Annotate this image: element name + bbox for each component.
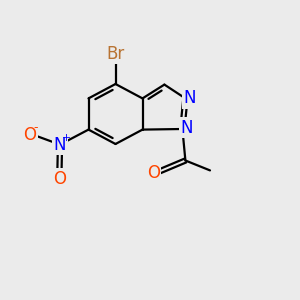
Text: +: + (62, 133, 71, 143)
Text: N: N (180, 119, 193, 137)
Text: N: N (54, 136, 66, 154)
Text: Br: Br (106, 45, 124, 63)
Text: O: O (53, 170, 66, 188)
Text: N: N (183, 89, 196, 107)
Text: O: O (23, 126, 37, 144)
Text: -: - (34, 121, 38, 134)
Text: O: O (147, 164, 160, 182)
